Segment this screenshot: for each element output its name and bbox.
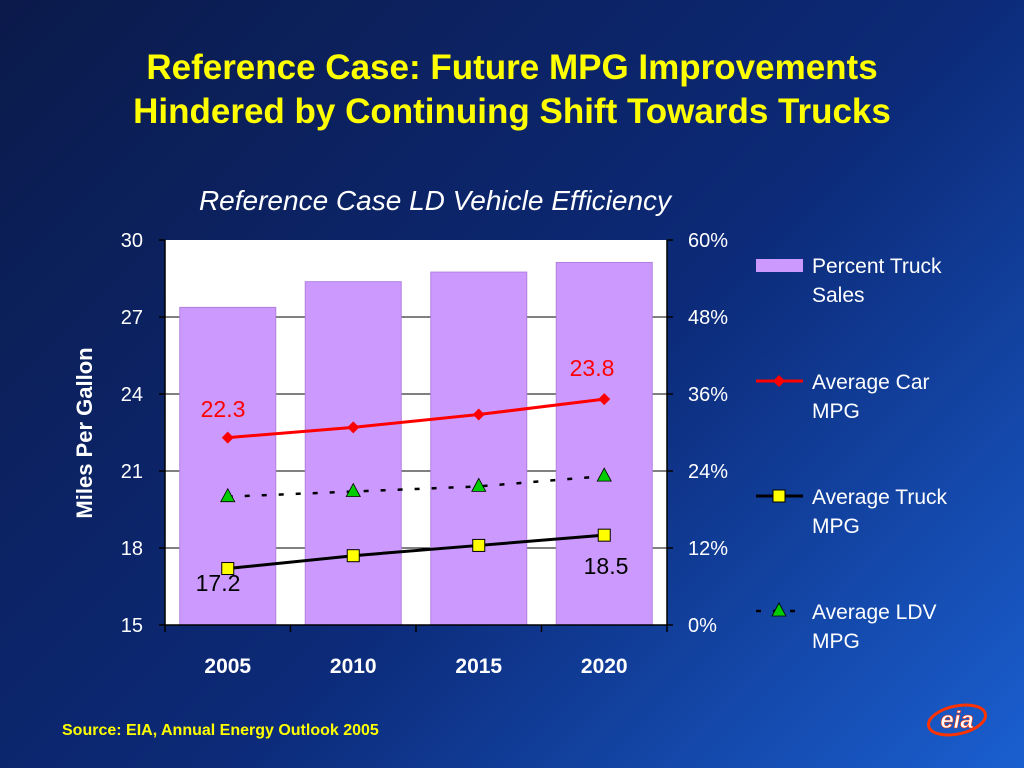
legend-label: Average LDV MPG — [812, 601, 942, 653]
bars — [179, 261, 653, 626]
point-series-ldv-2020 — [596, 467, 612, 482]
series-car-mpg — [221, 393, 611, 444]
point-series-car-2015 — [472, 408, 485, 421]
y-axis-title: Miles Per Gallon — [72, 347, 97, 518]
series-truck-mpg — [221, 528, 611, 576]
x-tick-labels: 2005 2010 2015 2020 — [204, 655, 627, 678]
legend-marker-square — [772, 489, 786, 503]
y2-tick-label: 60% — [688, 230, 728, 252]
y2-tick-label: 36% — [688, 384, 728, 406]
point-series-truck-2010 — [346, 549, 360, 563]
bar-percent-truck-2020 — [555, 261, 653, 626]
chart-title: Reference Case LD Vehicle Efficiency — [199, 185, 673, 216]
y2-tick-label: 12% — [688, 538, 728, 560]
source-note: Source: EIA, Annual Energy Outlook 2005 — [62, 722, 379, 739]
slide-title-line2: Hindered by Continuing Shift Towards Tru… — [133, 92, 891, 131]
x-tick-marks — [164, 625, 668, 632]
y-tick-labels: 30 27 24 21 18 15 — [121, 230, 143, 637]
line-series-ldv — [227, 474, 605, 498]
point-series-ldv-2010 — [345, 482, 361, 497]
eia-logo: eia — [926, 703, 988, 737]
y-tick-label: 21 — [121, 461, 143, 483]
line-series-truck — [227, 533, 605, 571]
y2-tick-labels: 60% 48% 36% 24% 12% 0% — [688, 230, 728, 637]
y2-tick-label: 48% — [688, 307, 728, 329]
legend: Percent Truck Sales Average Car MPG Aver… — [756, 255, 953, 653]
data-label-car-2020: 23.8 — [570, 355, 615, 381]
y-tick-label: 18 — [121, 538, 143, 560]
bar-percent-truck-2010 — [304, 281, 402, 626]
series-ldv-mpg — [220, 467, 612, 503]
slide-title-line1: Reference Case: Future MPG Improvements — [146, 48, 878, 87]
bar-percent-truck-2015 — [430, 271, 528, 626]
legend-marker-diamond — [773, 375, 785, 387]
point-series-truck-2020 — [597, 528, 611, 542]
point-series-truck-2005 — [221, 562, 235, 576]
y-tick-label: 30 — [121, 230, 143, 252]
y-tick-label: 27 — [121, 307, 143, 329]
legend-label: Average Car MPG — [812, 371, 935, 423]
x-tick-label: 2010 — [330, 655, 377, 678]
y-tick-label: 24 — [121, 384, 143, 406]
point-series-ldv-2005 — [220, 487, 236, 503]
x-tick-label: 2020 — [581, 655, 628, 678]
data-label-truck-2005: 17.2 — [196, 570, 241, 596]
point-series-car-2010 — [347, 421, 360, 434]
x-tick-label: 2005 — [204, 655, 251, 678]
legend-item-ldv-mpg: Average LDV MPG — [756, 601, 942, 653]
point-series-truck-2015 — [472, 538, 486, 552]
data-label-truck-2020: 18.5 — [584, 553, 629, 579]
point-series-car-2020 — [598, 393, 611, 406]
y2-tick-label: 24% — [688, 461, 728, 483]
legend-label: Percent Truck Sales — [812, 255, 947, 307]
svg-text:eia: eia — [940, 707, 973, 734]
line-series-car — [227, 397, 605, 440]
legend-marker-triangle — [771, 602, 787, 617]
legend-item-car-mpg: Average Car MPG — [756, 371, 935, 423]
data-label-car-2005: 22.3 — [201, 396, 246, 422]
y-tick-label: 15 — [121, 615, 143, 637]
legend-label: Average Truck MPG — [812, 486, 953, 538]
slide-title: Reference Case: Future MPG Improvements … — [0, 46, 1024, 134]
point-series-ldv-2015 — [471, 477, 487, 492]
legend-swatch-bar — [756, 259, 803, 272]
y2-tick-label: 0% — [688, 615, 717, 637]
legend-item-truck-sales: Percent Truck Sales — [756, 255, 947, 307]
x-tick-label: 2015 — [455, 655, 502, 678]
point-series-car-2005 — [221, 431, 234, 444]
legend-item-truck-mpg: Average Truck MPG — [756, 486, 953, 538]
